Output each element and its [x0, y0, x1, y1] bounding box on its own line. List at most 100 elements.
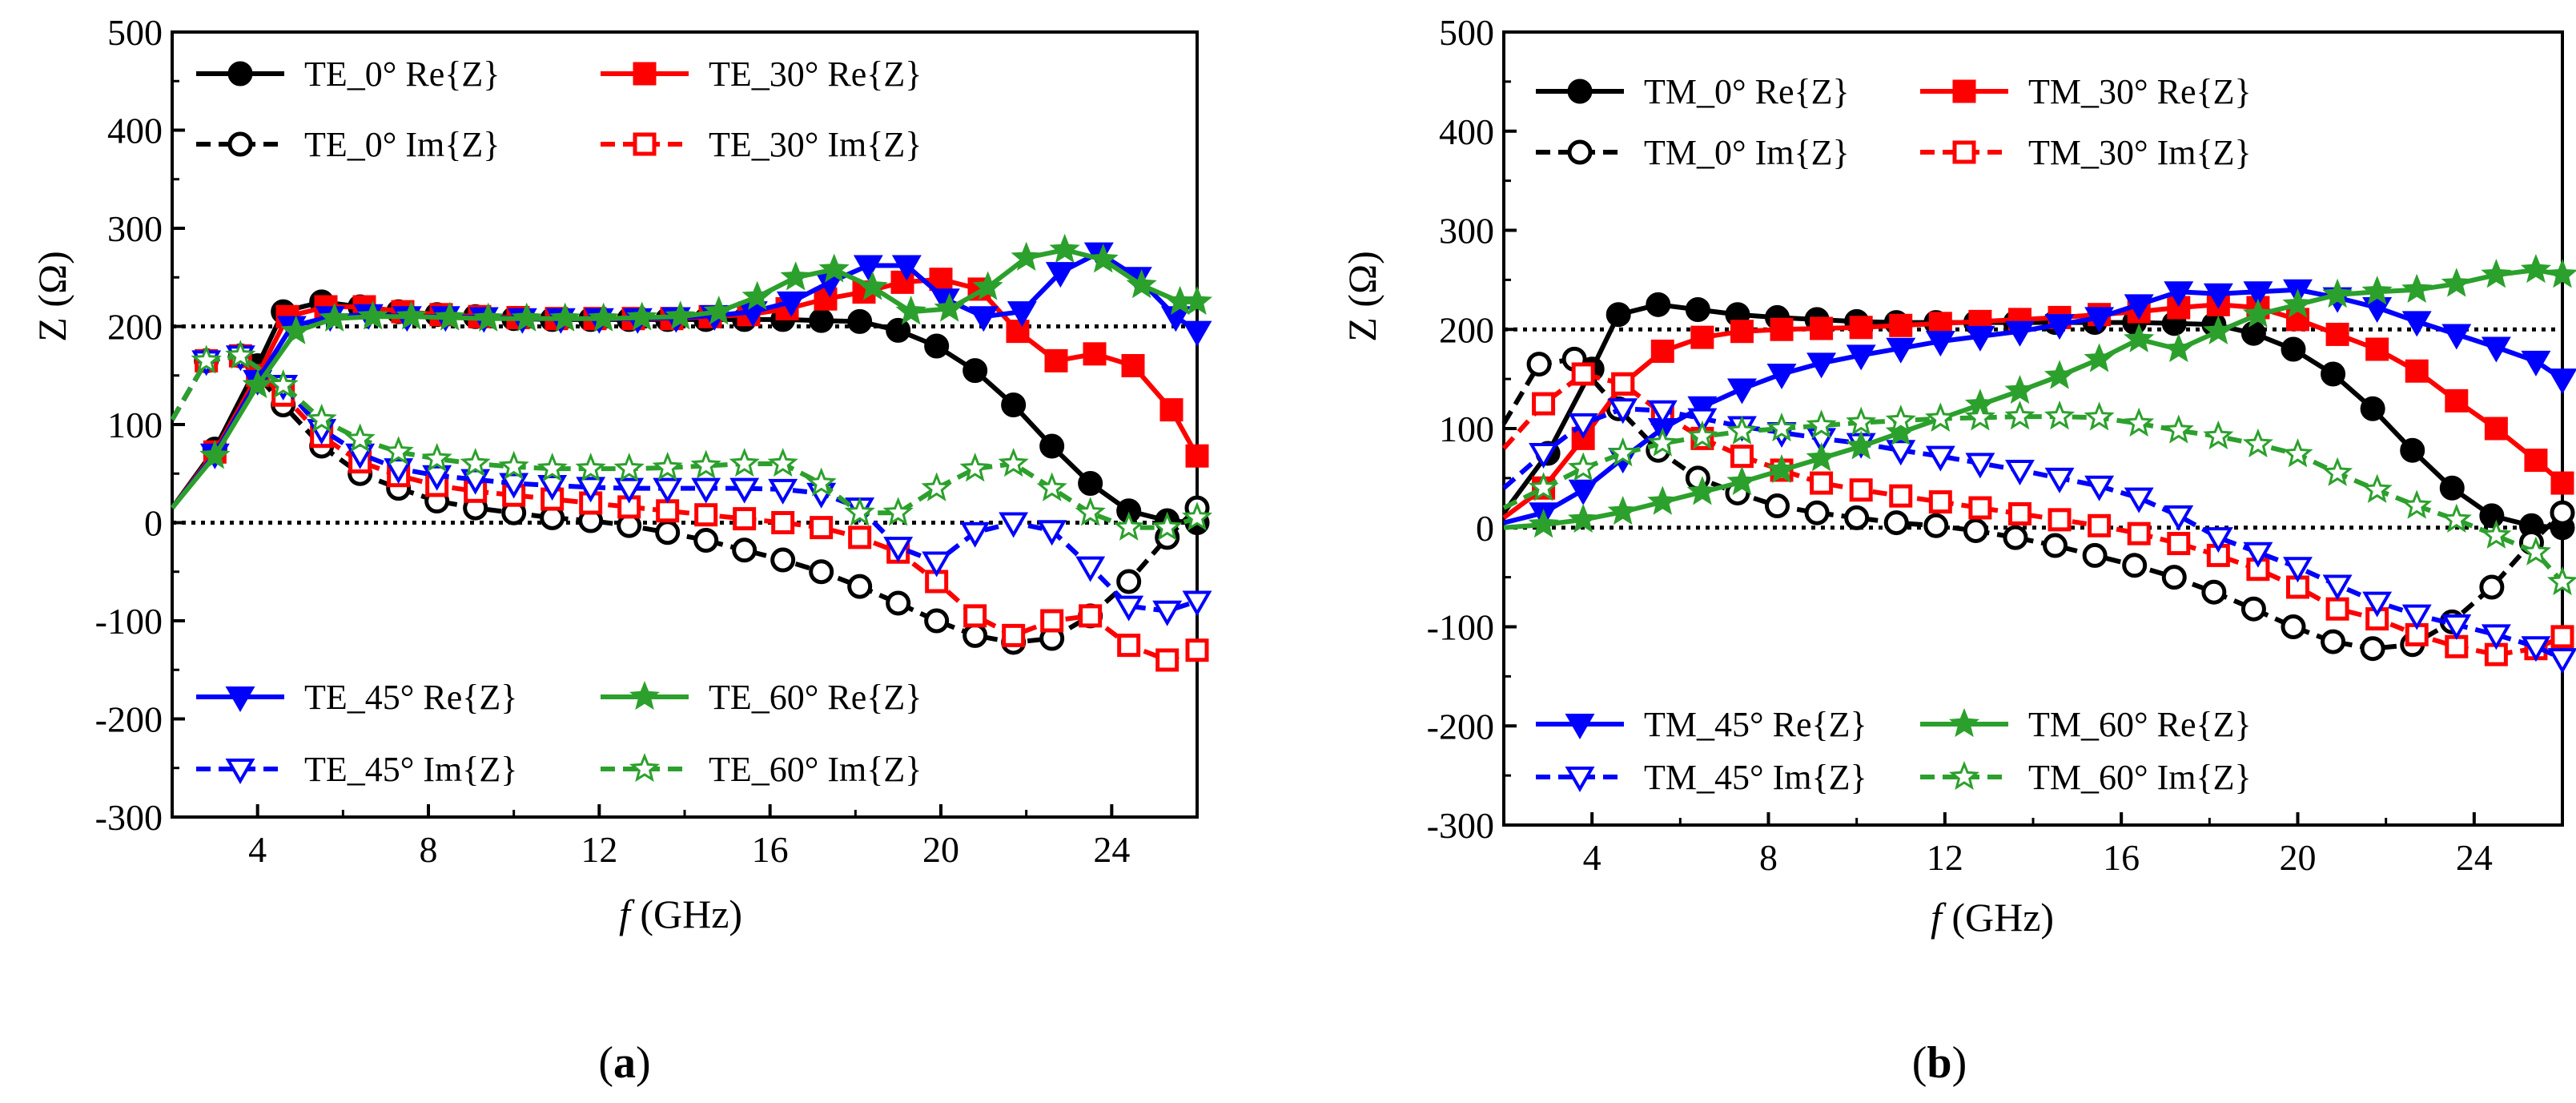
data-point-s5-26	[1152, 600, 1183, 626]
data-point-s6-1	[1528, 508, 1559, 538]
data-point-s5-4	[1647, 400, 1678, 426]
data-point-s7-24	[2441, 503, 2472, 533]
data-point-s1-18	[847, 574, 873, 599]
legend-label: TE_60° Re{Z}	[709, 678, 922, 717]
x-tick-label: 16	[752, 829, 789, 870]
data-point-s3-11	[1928, 490, 1952, 514]
caption-letter-a: a	[613, 1038, 636, 1088]
data-point-s7-19	[882, 497, 914, 526]
data-point-s3-14	[694, 503, 718, 527]
data-point-s5-2	[1568, 413, 1598, 439]
data-point-s4-8	[1806, 352, 1837, 379]
data-point-s6-9	[1846, 430, 1877, 460]
legend-label: TE_45° Im{Z}	[304, 750, 517, 789]
series-line-7	[1502, 414, 2565, 584]
data-point-s1-14	[2043, 533, 2068, 558]
data-point-s4-21	[968, 306, 999, 332]
data-point-s7-1	[191, 344, 222, 374]
y-tick-label: 200	[1439, 309, 1494, 350]
data-point-s1-1	[1526, 352, 1552, 377]
legend-swatch-marker	[1565, 714, 1595, 740]
data-point-s0-19	[2240, 320, 2266, 346]
data-point-s3-2	[1571, 362, 1595, 386]
tick-labels-a: 500 400 300 200 100 0 -100 -200 -300 4 8 12 16 20 24	[95, 12, 1131, 870]
data-point-s7-22	[2361, 473, 2393, 504]
data-point-s7-9	[498, 450, 529, 480]
data-point-s6-25	[1126, 268, 1157, 299]
data-point-s1-14	[693, 528, 719, 554]
data-point-s5-16	[2124, 487, 2154, 513]
legend-label: TM_30° Re{Z}	[2028, 72, 2252, 111]
data-point-s6-6	[396, 300, 427, 330]
data-point-s7-2	[1568, 452, 1599, 481]
data-point-s5-5	[1687, 408, 1718, 434]
data-point-s4-14	[2044, 314, 2075, 340]
data-point-s0-23	[1039, 433, 1065, 459]
data-point-s6-19	[2242, 298, 2273, 328]
data-point-s3-27	[1185, 638, 1209, 662]
panel-b: 500 400 300 200 100 0 -100 -200 -300 4 8 12 16 20 24 Z…	[1340, 12, 2576, 1088]
y-tick-label: 0	[144, 503, 163, 544]
y-tick-label: -200	[1427, 706, 1494, 747]
data-point-s2-24	[1083, 342, 1107, 366]
data-point-s7-8	[1806, 409, 1837, 439]
data-point-s3-13	[2007, 501, 2031, 525]
data-point-s6-24	[1087, 244, 1119, 273]
data-point-s6-15	[2084, 343, 2115, 372]
legend-swatch-marker	[1565, 767, 1595, 793]
data-point-s7-15	[2084, 401, 2115, 431]
data-point-s3-13	[656, 499, 680, 523]
y-tick-label: 500	[1439, 12, 1494, 53]
legend-label: TM_45° Im{Z}	[1644, 758, 1867, 797]
data-point-s6-24	[2441, 268, 2472, 297]
data-point-s3-23	[1040, 609, 1064, 633]
data-point-s4-16	[776, 291, 806, 317]
data-point-s7-18	[2203, 420, 2234, 450]
data-point-s6-12	[626, 301, 657, 331]
y-axis-label-b: Z (Ω)	[1340, 251, 1384, 342]
data-point-s6-14	[703, 296, 734, 325]
data-point-s7-21	[2322, 457, 2353, 486]
data-point-s7-7	[1766, 412, 1798, 442]
data-point-s0-4	[1646, 292, 1671, 317]
data-point-s6-8	[472, 302, 504, 332]
data-point-s5-12	[614, 477, 645, 504]
data-point-s7-27	[2546, 566, 2576, 596]
data-point-s5-6	[384, 458, 414, 485]
y-tick-label: -100	[95, 601, 163, 642]
data-point-s0-3	[1605, 302, 1631, 328]
y-tick-label: 300	[1439, 211, 1494, 252]
x-tick-label: 12	[1927, 837, 1963, 878]
data-point-s5-10	[1886, 440, 1916, 466]
data-point-s1-25	[1116, 569, 1142, 594]
data-point-s7-10	[536, 453, 568, 482]
data-point-s4-7	[1766, 363, 1797, 389]
legend-swatch-marker	[227, 61, 253, 87]
data-point-s3-27	[2550, 625, 2574, 649]
data-point-s4-22	[2362, 297, 2393, 324]
legend-swatch-marker	[629, 752, 661, 783]
data-point-s3-9	[1849, 478, 1873, 502]
legend-label: TM_30° Im{Z}	[2028, 133, 2252, 172]
data-point-s7-23	[1036, 472, 1067, 501]
data-point-s5-18	[2203, 527, 2233, 554]
legend-swatch-marker	[1948, 760, 1980, 791]
data-point-s3-26	[1155, 648, 1179, 672]
data-point-s5-23	[2401, 604, 2432, 630]
data-point-s3-21	[963, 604, 987, 628]
data-point-s7-16	[767, 447, 798, 477]
data-point-s4-6	[1726, 378, 1757, 405]
x-axis-label-unit-b: (GHz)	[1942, 895, 2054, 940]
data-point-s4-16	[2124, 294, 2154, 320]
legend-label: TE_45° Re{Z}	[304, 678, 517, 717]
x-axis-label-b: f (GHz)	[1931, 895, 2054, 940]
data-point-s6-9	[511, 302, 542, 332]
data-point-s6-17	[818, 253, 850, 283]
data-point-s5-13	[2005, 459, 2035, 485]
data-point-s7-5	[1686, 420, 1718, 450]
caption-close-a: )	[636, 1038, 651, 1088]
legend-swatch-marker	[225, 759, 255, 785]
data-point-s5-13	[653, 477, 683, 504]
y-tick-label: 100	[1439, 409, 1494, 449]
data-point-s5-19	[883, 537, 914, 563]
